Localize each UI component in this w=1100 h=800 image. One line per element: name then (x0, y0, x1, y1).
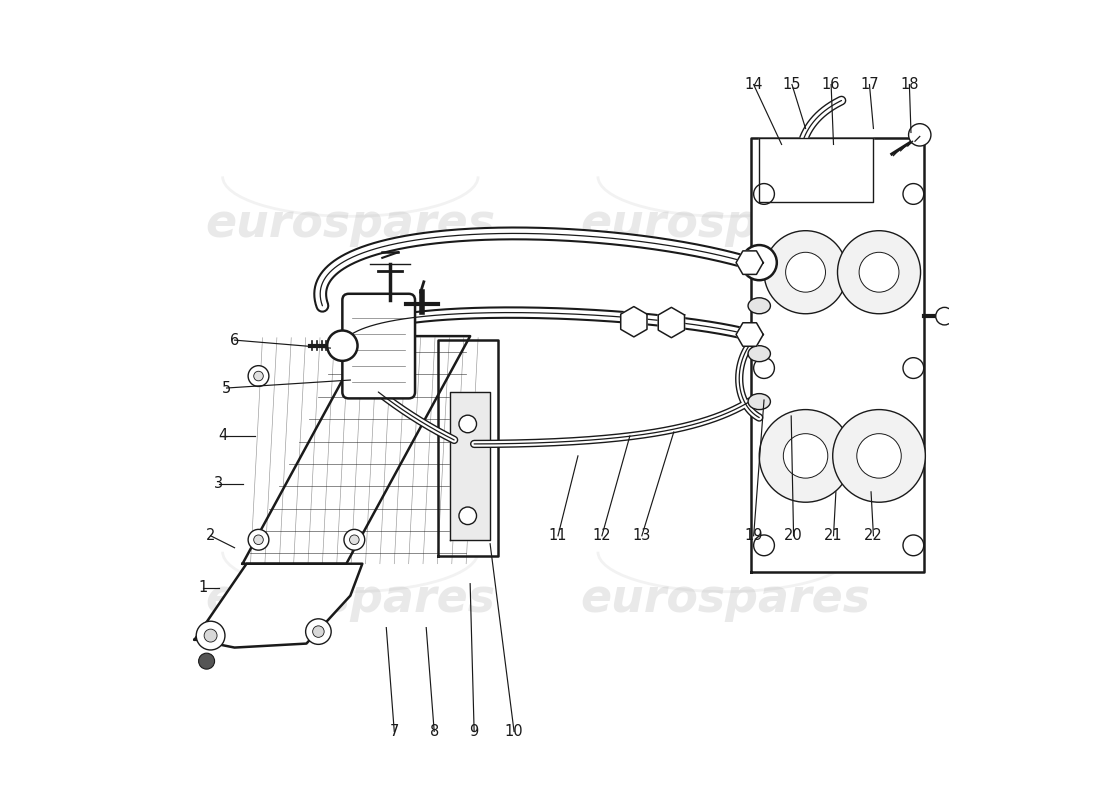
Circle shape (859, 252, 899, 292)
Circle shape (249, 530, 268, 550)
Circle shape (306, 619, 331, 644)
Text: 20: 20 (784, 528, 803, 543)
Circle shape (199, 653, 214, 669)
Text: 15: 15 (783, 77, 801, 92)
Polygon shape (658, 307, 684, 338)
Ellipse shape (748, 346, 770, 362)
Polygon shape (438, 340, 498, 556)
Ellipse shape (748, 394, 770, 410)
Text: 12: 12 (593, 528, 612, 543)
Text: 11: 11 (549, 528, 568, 543)
Circle shape (909, 124, 931, 146)
Polygon shape (751, 138, 924, 572)
Circle shape (249, 366, 268, 386)
Circle shape (754, 183, 774, 204)
Circle shape (783, 434, 828, 478)
Text: 16: 16 (822, 77, 840, 92)
Text: 2: 2 (206, 528, 216, 543)
Text: 7: 7 (389, 724, 399, 739)
Circle shape (327, 330, 358, 361)
Text: 13: 13 (632, 528, 651, 543)
Polygon shape (242, 336, 470, 564)
Text: 19: 19 (745, 528, 763, 543)
Circle shape (754, 535, 774, 556)
Circle shape (196, 622, 225, 650)
Circle shape (754, 358, 774, 378)
Circle shape (254, 371, 263, 381)
Text: 8: 8 (430, 724, 439, 739)
Circle shape (459, 415, 476, 433)
Text: 18: 18 (900, 77, 918, 92)
Text: 21: 21 (824, 528, 843, 543)
Circle shape (857, 434, 901, 478)
Text: eurospares: eurospares (581, 577, 871, 622)
Circle shape (903, 183, 924, 204)
Text: eurospares: eurospares (206, 202, 495, 247)
Polygon shape (620, 306, 647, 337)
FancyBboxPatch shape (342, 294, 415, 398)
Circle shape (312, 626, 324, 638)
Polygon shape (450, 392, 491, 540)
Text: 22: 22 (865, 528, 883, 543)
Circle shape (785, 252, 825, 292)
Polygon shape (759, 138, 873, 202)
Polygon shape (195, 564, 362, 647)
Text: 10: 10 (505, 724, 524, 739)
Ellipse shape (748, 298, 770, 314)
Text: eurospares: eurospares (206, 577, 495, 622)
Text: 6: 6 (230, 333, 239, 348)
Circle shape (254, 535, 263, 545)
Text: 9: 9 (470, 724, 478, 739)
Circle shape (764, 230, 847, 314)
Text: 3: 3 (214, 476, 223, 491)
Text: 4: 4 (218, 429, 228, 443)
Text: 14: 14 (745, 77, 763, 92)
Text: 1: 1 (198, 580, 207, 595)
Circle shape (903, 358, 924, 378)
Circle shape (344, 530, 365, 550)
Circle shape (936, 307, 954, 325)
Circle shape (350, 535, 359, 545)
Text: 17: 17 (860, 77, 879, 92)
Polygon shape (736, 251, 763, 274)
Circle shape (759, 410, 851, 502)
Circle shape (903, 535, 924, 556)
Circle shape (837, 230, 921, 314)
Circle shape (459, 507, 476, 525)
Text: 5: 5 (222, 381, 231, 395)
Text: eurospares: eurospares (581, 202, 871, 247)
Circle shape (205, 629, 217, 642)
Circle shape (833, 410, 925, 502)
Circle shape (741, 245, 777, 280)
Polygon shape (736, 322, 763, 346)
